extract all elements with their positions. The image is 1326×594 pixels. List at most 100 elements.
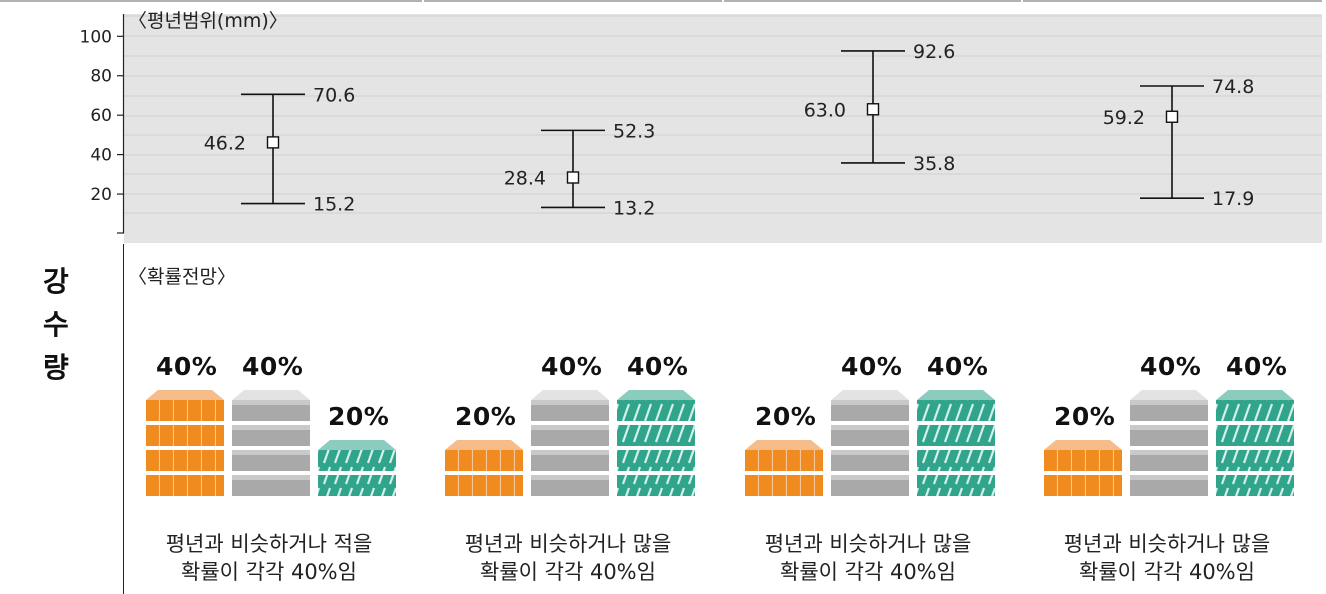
normal-stack-slab xyxy=(232,475,310,496)
normal-stack-top xyxy=(831,390,909,400)
side-label-char-1: 강 xyxy=(43,265,69,298)
below-normal-stack-percent-label: 20% xyxy=(1054,402,1116,431)
normal-stack-slab xyxy=(1130,475,1208,496)
caption-line-2: 확률이 각각 40%임 xyxy=(1079,560,1255,584)
below-normal-stack-percent-label: 40% xyxy=(156,352,218,381)
low-value-label: 35.8 xyxy=(913,153,955,175)
below-normal-stack-slab xyxy=(146,475,224,496)
above-normal-stack-slab xyxy=(1216,425,1294,446)
above-normal-stack-slab xyxy=(617,475,695,496)
normal-stack-slab xyxy=(531,450,609,471)
high-value-label: 52.3 xyxy=(613,120,655,142)
normal-slab-edge xyxy=(531,425,609,430)
side-label-char-3: 량 xyxy=(43,351,69,384)
normal-slab-edge xyxy=(232,425,310,430)
above-normal-stack-percent-label: 20% xyxy=(328,402,390,431)
above-normal-stack-top xyxy=(1216,390,1294,400)
y-tick-label: 20 xyxy=(90,185,112,205)
caption-line-1: 평년과 비슷하거나 많을 xyxy=(1063,532,1271,556)
low-value-label: 15.2 xyxy=(313,194,355,216)
low-value-label: 17.9 xyxy=(1212,188,1254,210)
mean-marker xyxy=(866,103,880,116)
below-normal-stack-slab xyxy=(146,400,224,421)
above-normal-stack-percent-label: 40% xyxy=(627,352,689,381)
below-normal-stack-slab xyxy=(745,475,823,496)
above-normal-stack-slab xyxy=(617,425,695,446)
normal-slab-edge xyxy=(531,450,609,455)
y-tick-label: 100 xyxy=(80,27,112,47)
normal-stack-percent-label: 40% xyxy=(242,352,304,381)
above-normal-stack-slab xyxy=(1216,450,1294,471)
normal-slab-edge xyxy=(1130,450,1208,455)
caption-line-2: 확률이 각각 40%임 xyxy=(480,560,656,584)
probability-stacks xyxy=(445,390,695,496)
normal-stack-percent-label: 40% xyxy=(1140,352,1202,381)
normal-slab-edge xyxy=(831,425,909,430)
caption-line-2: 확률이 각각 40%임 xyxy=(181,560,357,584)
normal-slab-edge xyxy=(831,400,909,405)
normal-stack-slab xyxy=(831,450,909,471)
normal-stack-slab xyxy=(232,450,310,471)
normal-slab-edge xyxy=(531,475,609,480)
probability-caption: 평년과 비슷하거나 적을 확률이 각각 40%임 xyxy=(119,530,419,586)
above-normal-stack-slab xyxy=(617,400,695,421)
above-normal-stack-top xyxy=(318,440,396,450)
below-normal-stack-slab xyxy=(146,425,224,446)
high-value-label: 74.8 xyxy=(1212,76,1254,98)
normal-slab-edge xyxy=(1130,400,1208,405)
side-label-char-2: 수 xyxy=(43,308,69,341)
below-normal-stack-top xyxy=(745,440,823,450)
normal-slab-edge xyxy=(831,450,909,455)
normal-range-chart: 20 40 60 80 100 70.6 15.2 46.2 52.3 13.2 28.4 92.6 3… xyxy=(0,0,1322,243)
above-normal-stack-slab xyxy=(318,450,396,471)
caption-line-2: 확률이 각각 40%임 xyxy=(780,560,956,584)
normal-stack-top xyxy=(531,390,609,400)
mean-marker xyxy=(1165,110,1179,123)
above-normal-stack-slab xyxy=(917,475,995,496)
normal-stack-slab xyxy=(232,425,310,446)
normal-stack-slab xyxy=(1130,450,1208,471)
mid-value-label: 63.0 xyxy=(804,99,846,121)
normal-stack-slab xyxy=(831,425,909,446)
normal-slab-edge xyxy=(232,475,310,480)
normal-stack-slab xyxy=(1130,400,1208,421)
mean-marker xyxy=(266,136,280,149)
normal-stack-slab xyxy=(232,400,310,421)
probability-title: 〈확률전망〉 xyxy=(128,266,236,288)
high-value-label: 92.6 xyxy=(913,41,955,63)
below-normal-stack-percent-label: 20% xyxy=(755,402,817,431)
high-value-label: 70.6 xyxy=(313,84,355,106)
below-normal-stack-slab xyxy=(1044,450,1122,471)
below-normal-stack-top xyxy=(445,440,523,450)
normal-stack-slab xyxy=(831,400,909,421)
caption-line-1: 평년과 비슷하거나 많을 xyxy=(764,532,972,556)
normal-slab-edge xyxy=(1130,475,1208,480)
normal-stack-slab xyxy=(1130,425,1208,446)
probability-stacks xyxy=(745,390,995,496)
below-normal-stack-top xyxy=(146,390,224,400)
probability-stacks xyxy=(1044,390,1294,496)
caption-line-1: 평년과 비슷하거나 많을 xyxy=(464,532,672,556)
above-normal-stack-percent-label: 40% xyxy=(1226,352,1288,381)
normal-stack-percent-label: 40% xyxy=(541,352,603,381)
normal-stack-slab xyxy=(831,475,909,496)
low-value-label: 13.2 xyxy=(613,197,655,219)
normal-stack-top xyxy=(232,390,310,400)
above-normal-stack-slab xyxy=(1216,475,1294,496)
normal-slab-edge xyxy=(232,400,310,405)
above-normal-stack-slab xyxy=(917,425,995,446)
above-normal-stack-percent-label: 40% xyxy=(927,352,989,381)
mid-value-label: 28.4 xyxy=(504,167,546,189)
mid-value-label: 59.2 xyxy=(1103,107,1145,129)
mean-marker xyxy=(566,171,580,184)
above-normal-stack-slab xyxy=(917,400,995,421)
below-normal-stack-slab xyxy=(1044,475,1122,496)
normal-slab-edge xyxy=(831,475,909,480)
normal-stack-slab xyxy=(531,475,609,496)
above-normal-stack-top xyxy=(917,390,995,400)
y-tick-label: 60 xyxy=(90,106,112,126)
range-chart-title: 〈평년범위(mm)〉 xyxy=(128,10,288,32)
